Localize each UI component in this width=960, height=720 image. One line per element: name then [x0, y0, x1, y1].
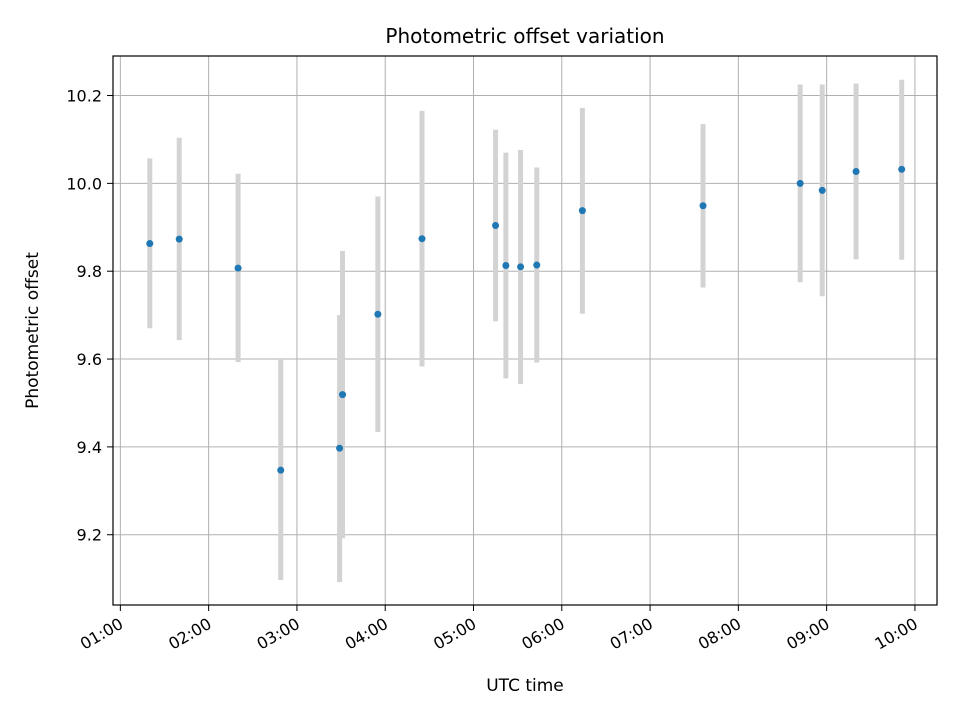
data-point: [502, 261, 510, 269]
data-point: [492, 222, 500, 230]
data-point: [374, 310, 382, 318]
plot-frame: [112, 55, 938, 606]
data-point: [234, 264, 242, 272]
data-point: [533, 261, 541, 269]
data-point: [175, 235, 183, 243]
data-point: [336, 444, 344, 452]
y-tick-label: 10.0: [66, 174, 102, 193]
chart-title: Photometric offset variation: [385, 24, 664, 48]
data-point: [146, 240, 154, 248]
data-point: [796, 179, 804, 187]
data-point: [277, 466, 285, 474]
y-tick-label: 9.8: [77, 262, 102, 281]
x-axis-title: UTC time: [486, 676, 564, 696]
y-tick-label: 9.6: [77, 350, 102, 369]
data-point: [818, 186, 826, 194]
y-tick-label: 10.2: [66, 87, 102, 106]
point-layer: [146, 165, 906, 474]
data-point: [898, 165, 906, 173]
y-tick-label: 9.2: [77, 526, 102, 545]
data-point: [418, 235, 426, 243]
data-point: [517, 263, 525, 271]
y-tick-label: 9.4: [77, 438, 102, 457]
data-point: [852, 168, 860, 176]
y-axis-title: Photometric offset: [23, 252, 43, 409]
data-point: [578, 207, 586, 215]
data-point: [339, 391, 347, 399]
y-axis: 9.2 9.4 9.6 9.8 10.0 10.2: [66, 87, 113, 545]
data-point: [699, 202, 707, 210]
